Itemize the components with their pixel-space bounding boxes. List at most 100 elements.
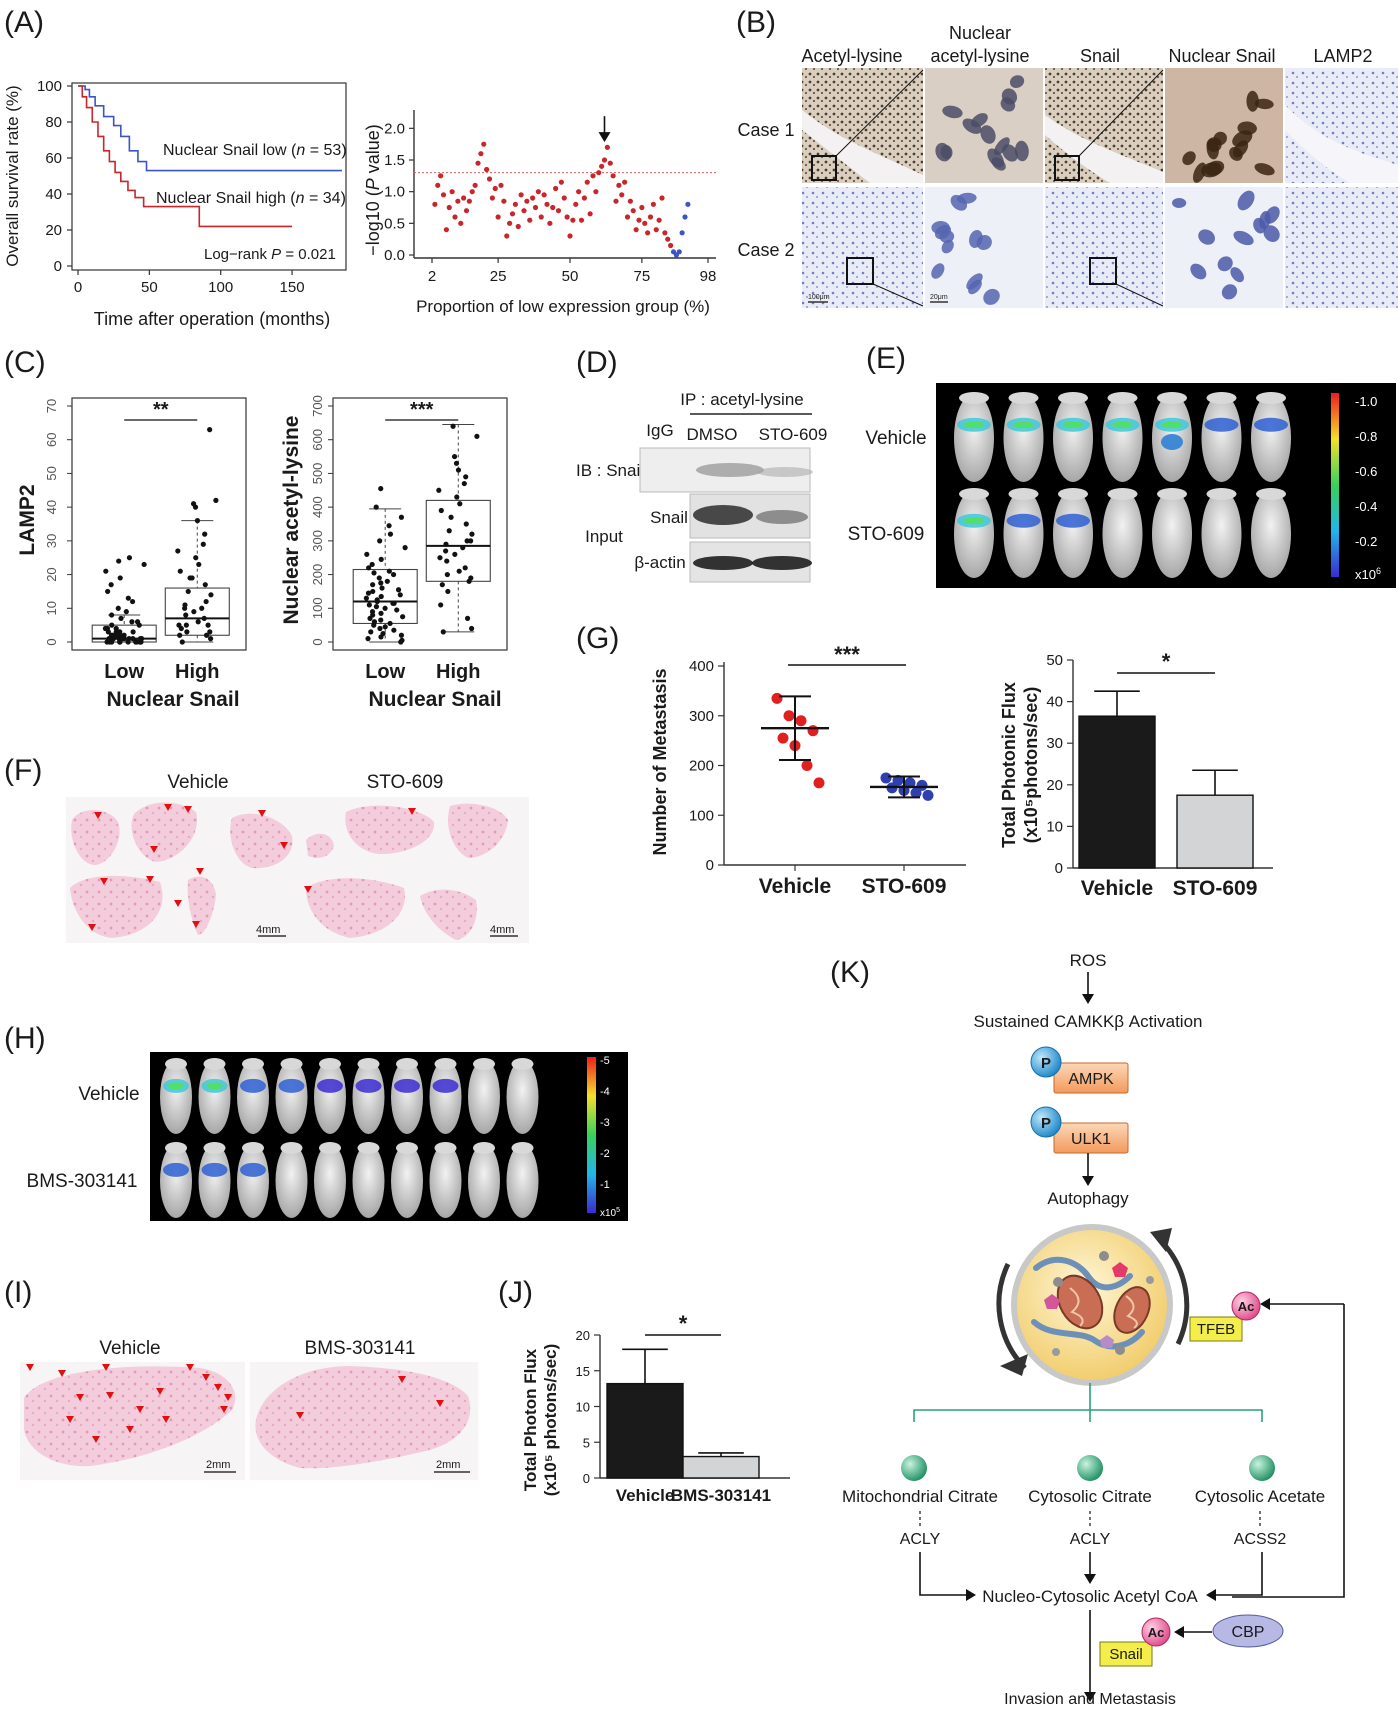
ihc-nucleus (1201, 162, 1222, 178)
ivis-e-signal (1204, 417, 1239, 432)
box-iqr (352, 568, 418, 625)
dot-point (880, 772, 892, 784)
lung-i-bms-section (255, 1366, 471, 1469)
box-ytick-label: 20 (44, 567, 59, 581)
km-ytick-label: 0 (54, 258, 62, 275)
ivis-e-mouse-head (1256, 488, 1286, 500)
box-point (440, 629, 446, 635)
lung-i-metastasis-marker (220, 1406, 228, 1413)
pathway-mito-citrate: Mitochondrial Citrate (842, 1487, 998, 1506)
ivis-h-mouse-head (357, 1058, 380, 1070)
pathway-diagram: ROS Sustained CAMKKβ Activation AMPK P U… (842, 951, 1345, 1708)
box-acetyl-frame (332, 397, 508, 651)
box-point (365, 590, 372, 596)
pathway-bead-cyto-acetate (1249, 1455, 1275, 1481)
pathway-p-ampk: P (1041, 1055, 1051, 1072)
km-legend-high-text: Nuclear Snail high ( (156, 190, 296, 207)
box-category-label: Low (104, 661, 144, 683)
km-logrank-value: = 0.021 (281, 246, 336, 263)
lung-f-scale-veh: 4mm (256, 924, 280, 936)
box-point (382, 624, 388, 630)
box-point (438, 507, 444, 514)
box-point (377, 625, 383, 632)
ihc-nucleus (1000, 97, 1016, 112)
box-point (384, 578, 390, 584)
ivis-h-signal-core (168, 1082, 184, 1090)
pathway-arrowhead-cyto (1084, 1574, 1096, 1584)
pathway-p-ulk1: P (1041, 1115, 1051, 1132)
box-sig-label: ** (153, 399, 169, 421)
box-point (373, 504, 379, 510)
ivis-e-mouse-head (1008, 392, 1039, 404)
ihc-case2-acetyl-lysine (802, 187, 923, 308)
cutoff-point (564, 214, 570, 220)
ihc-nucleus (1259, 211, 1271, 230)
dot-point (771, 692, 783, 704)
ivis-h-mouse-head (280, 1142, 303, 1154)
cutoff-point (584, 179, 590, 185)
box-point (371, 570, 377, 576)
lung-i-metastasis-marker (76, 1394, 84, 1401)
cutoff-point (662, 230, 668, 236)
box-point (456, 568, 462, 574)
pathway-ac-tfeb: Ac (1238, 1299, 1255, 1314)
ivis-h-mouse-head (203, 1142, 226, 1154)
box-point (399, 637, 405, 643)
dot-category-label: STO-609 (862, 875, 947, 898)
box-point (109, 639, 115, 645)
cutoff-point (472, 182, 478, 188)
lung-i-scale-bms: 2mm (436, 1459, 460, 1471)
km-survival-plot: 0 20 40 60 80 100 0 50 100 150 Nuclear Snail low … (3, 78, 347, 329)
box-point (175, 548, 181, 554)
cutoff-point (463, 208, 470, 214)
ivis-h-row-vehicle: Vehicle (78, 1084, 139, 1105)
cutoff-point (596, 170, 602, 176)
box-point (398, 632, 405, 638)
ivis-h-mouse-head (434, 1058, 457, 1070)
pathway-snail-box (1099, 1641, 1153, 1667)
km-logrank-p: P (271, 246, 281, 263)
lung-f-veh-lobe3 (230, 813, 293, 869)
panel-label-d: (D) (576, 346, 618, 379)
cutoff-ytick-label: 2.0 (384, 120, 405, 137)
lung-f-metastasis-marker (192, 921, 200, 928)
box-point (133, 639, 140, 645)
ivis-h-mouse-body (391, 1144, 423, 1218)
ivis-e-mouse-body (1251, 394, 1291, 482)
ivis-panel-e: Vehicle STO-609 -1.0 -0.8 -0.6 -0.4 -0.2… (848, 383, 1396, 588)
ihc-nucleus (1182, 151, 1196, 166)
km-axes: 0 20 40 60 80 100 0 50 100 150 (37, 78, 305, 296)
lung-i-metastasis-marker (214, 1384, 222, 1391)
box-point (213, 497, 219, 503)
cutoff-ylabel-unit: value) (363, 124, 383, 178)
cutoff-point (435, 182, 441, 188)
lung-i-metastasis-marker (58, 1370, 66, 1377)
lung-i-veh-section (24, 1366, 236, 1467)
ihc-nucleus (1217, 256, 1233, 272)
box-point (116, 558, 122, 564)
ihc-case2-zoom-line (872, 283, 924, 307)
box-point (464, 615, 471, 622)
bar-j-category-label: Vehicle (616, 1486, 675, 1505)
lung-i-metastasis-marker (106, 1392, 114, 1399)
box-point (183, 612, 189, 618)
box-point (451, 453, 458, 460)
cutoff-point (515, 223, 521, 230)
pathway-arrowhead-ros (1082, 994, 1094, 1004)
cutoff-point (507, 220, 513, 226)
cutoff-point (452, 214, 458, 220)
box-point (137, 636, 144, 642)
ivis-e-mouse-body (1003, 394, 1044, 482)
autophagosome-mitochondrion-1 (1056, 1274, 1104, 1330)
box-point (378, 556, 384, 563)
ihc-nucleus (1221, 284, 1238, 300)
ivis-e-scale-1: -1.0 (1355, 394, 1377, 409)
autophagosome-er-1 (1033, 1256, 1133, 1291)
box-point (203, 598, 209, 605)
pathway-acly-1: ACLY (900, 1531, 941, 1548)
box-point (374, 597, 380, 603)
ivis-h-row-bms: BMS-303141 (27, 1171, 138, 1192)
cutoff-ytick-label: 0.0 (384, 247, 405, 264)
ivis-h-signal (317, 1078, 343, 1093)
lung-f-metastasis-marker (280, 842, 288, 849)
